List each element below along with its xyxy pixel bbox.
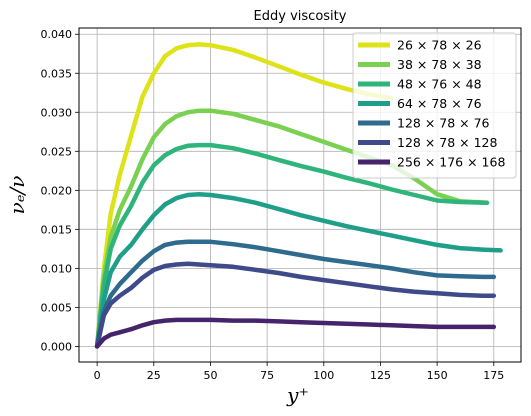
legend-label-3: 64 × 78 × 76: [397, 96, 482, 111]
legend-label-4: 128 × 78 × 76: [397, 116, 490, 131]
y-tick-label: 0.040: [41, 28, 73, 41]
y-axis-label: νₑ/ν: [5, 176, 29, 215]
axis-ticks: 0 25 50 75 100 125 150 175 0.000 0.005 0.010 0.015 0…: [41, 28, 505, 382]
y-tick-label: 0.005: [41, 301, 73, 314]
chart-title: Eddy viscosity: [254, 9, 347, 24]
y-tick-label: 0.020: [41, 184, 73, 197]
legend-label-6: 256 × 176 × 168: [397, 155, 505, 170]
legend: 26 × 78 × 26 38 × 78 × 38 48 × 76 × 48 64 ×…: [352, 32, 517, 179]
x-tick-label: 0: [94, 369, 101, 382]
series-line-6: [94, 317, 497, 349]
y-tick-label: 0.010: [41, 262, 73, 275]
legend-label-5: 128 × 78 × 128: [397, 135, 498, 150]
series-line-2: [94, 142, 490, 349]
series-line-3: [94, 191, 503, 349]
series-line-5: [94, 261, 497, 349]
x-tick-label: 175: [483, 369, 504, 382]
series-line-0: [94, 42, 395, 349]
plot-frame: [78, 27, 522, 363]
y-tick-label: 0.035: [41, 67, 73, 80]
y-tick-label: 0.025: [41, 145, 73, 158]
x-tick-label: 150: [427, 369, 448, 382]
x-tick-label: 25: [147, 369, 161, 382]
x-tick-label: 75: [260, 369, 274, 382]
legend-box: [352, 32, 517, 179]
x-tick-label: 50: [203, 369, 217, 382]
legend-label-0: 26 × 78 × 26: [397, 38, 482, 53]
y-tick-label: 0.015: [41, 223, 73, 236]
x-tick-label: 100: [313, 369, 334, 382]
legend-label-1: 38 × 78 × 38: [397, 57, 482, 72]
legend-items: 26 × 78 × 26 38 × 78 × 38 48 × 76 × 48 64 ×…: [358, 38, 505, 170]
y-tick-label: 0.000: [41, 340, 73, 353]
x-axis-label: y⁺: [286, 383, 309, 407]
series-line-4: [94, 239, 497, 349]
legend-label-2: 48 × 76 × 48: [397, 77, 482, 92]
x-tick-label: 125: [370, 369, 391, 382]
y-tick-label: 0.030: [41, 106, 73, 119]
